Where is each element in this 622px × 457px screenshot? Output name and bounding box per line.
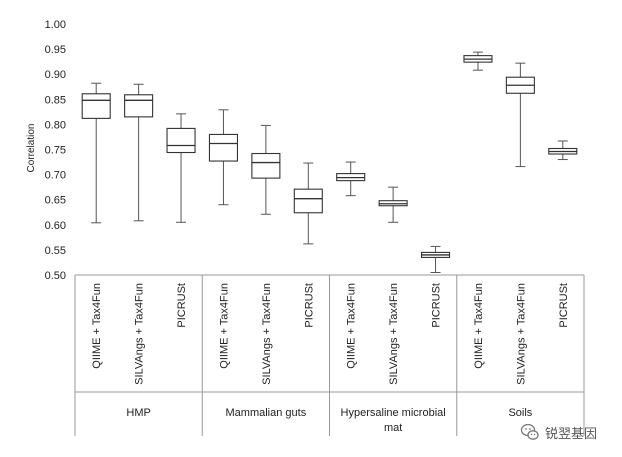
y-tick-label: 0.75	[45, 145, 66, 157]
box-3-2	[378, 186, 408, 223]
y-tick-label: 0.80	[45, 119, 66, 131]
group-label: Soils	[508, 407, 532, 419]
box-2-3	[293, 162, 323, 245]
category-label: QIIME + Tax4Fun	[218, 283, 230, 369]
y-axis: 0.50 0.55 0.60 0.65 0.70 0.75 0.80 0.85 0.90 0.95…	[45, 19, 66, 282]
group-label: HMP	[126, 407, 150, 419]
x-axis: QIIME + Tax4Fun SILVAngs + Tax4Fun PICRUSt…	[74, 274, 585, 436]
box-iqr	[251, 152, 281, 179]
category-label: PICRUSt	[303, 283, 315, 328]
group-label: Hypersaline microbial mat	[341, 407, 446, 434]
box-3-1	[336, 161, 366, 197]
box-1-2	[124, 83, 154, 222]
y-tick-label: 0.50	[45, 270, 66, 282]
y-tick-label: 0.95	[45, 44, 66, 56]
y-tick-label: 0.55	[45, 245, 66, 257]
category-label: SILVAngs + Tax4Fun	[134, 283, 146, 385]
y-tick-label: 0.60	[45, 220, 66, 232]
box-3-3	[420, 245, 451, 273]
category-label: SILVAngs + Tax4Fun	[515, 283, 527, 385]
category-label: PICRUSt	[558, 283, 570, 328]
y-tick-label: 0.85	[45, 94, 66, 106]
box-4-3	[548, 140, 578, 161]
category-label: QIIME + Tax4Fun	[91, 283, 103, 369]
y-tick-label: 0.70	[45, 170, 66, 182]
box-iqr	[208, 133, 239, 162]
y-tick-label: 0.90	[45, 69, 66, 81]
category-label: SILVAngs + Tax4Fun	[388, 283, 400, 385]
box-4-2	[505, 62, 535, 168]
box-2-1	[208, 109, 239, 206]
y-tick-label: 0.65	[45, 195, 66, 207]
box-iqr	[293, 188, 323, 214]
category-label: QIIME + Tax4Fun	[473, 283, 485, 369]
watermark-text: 锐翌基因	[545, 426, 598, 442]
box-2-2	[251, 124, 281, 215]
group-label-line: Hypersaline microbial	[341, 407, 446, 419]
y-axis-title: Correlation	[26, 124, 37, 173]
box-iqr	[124, 94, 154, 118]
y-tick-label: 1.00	[45, 19, 66, 31]
box-1-1	[81, 82, 111, 224]
box-4-1	[463, 51, 493, 71]
wechat-icon	[520, 423, 539, 440]
box-iqr	[166, 127, 196, 154]
watermark: 锐翌基因	[520, 420, 616, 444]
box-iqr	[81, 93, 111, 119]
group-label-line: mat	[384, 422, 402, 434]
category-label: PICRUSt	[176, 283, 188, 328]
category-label: SILVAngs + Tax4Fun	[261, 283, 273, 385]
box-series	[81, 51, 578, 273]
group-label: Mammalian guts	[226, 407, 307, 419]
category-label: QIIME + Tax4Fun	[346, 283, 358, 369]
category-label: PICRUSt	[431, 283, 443, 328]
box-1-3	[166, 113, 196, 223]
